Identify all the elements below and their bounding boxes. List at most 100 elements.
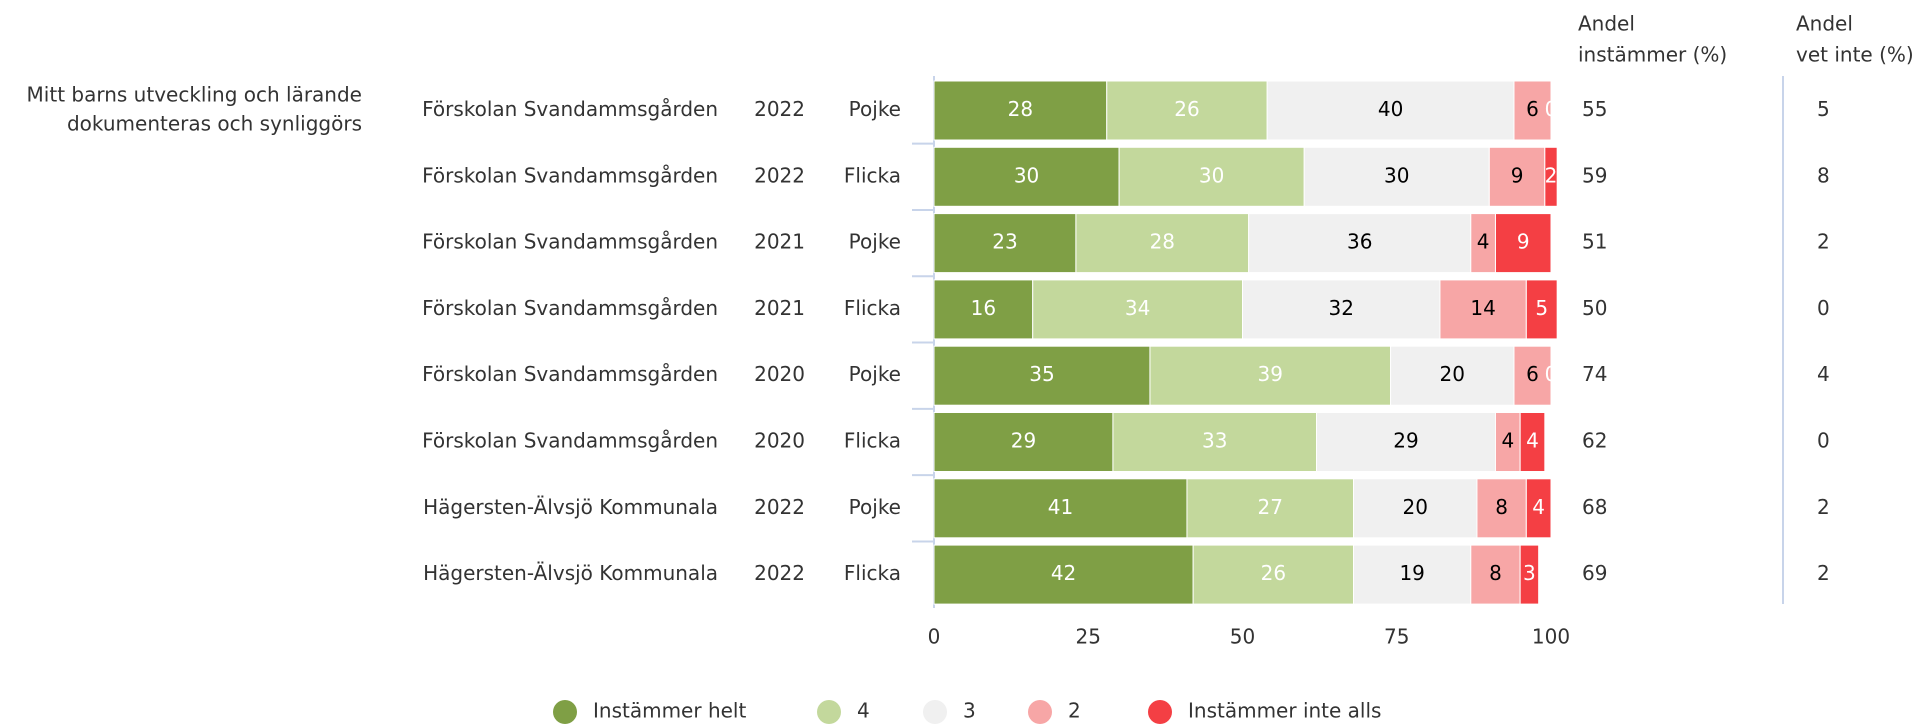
bar-segment [1390,345,1515,406]
category-label: Förskolan Svandammsgården [422,163,718,187]
bar-segment [1519,412,1546,472]
legend-label: 2 [1068,699,1081,723]
data-label: 39 [1258,362,1283,386]
column-title: Andel [1578,12,1635,36]
legend-label: Instämmer helt [593,699,746,723]
data-label: 26 [1174,97,1199,121]
column-value: 55 [1582,97,1607,121]
data-label: 19 [1399,561,1424,585]
gender-label: Flicka [844,296,901,320]
data-label: 8 [1495,495,1508,519]
column-value: 0 [1817,296,1830,320]
legend-label: 4 [857,699,870,723]
data-label: 35 [1029,362,1054,386]
data-label: 14 [1470,296,1495,320]
data-label: 30 [1384,163,1409,187]
year-label: 2022 [754,561,805,585]
bar-segment [1106,80,1268,141]
bar-segment [1525,478,1552,539]
column-value: 2 [1817,495,1830,519]
gender-label: Flicka [844,561,901,585]
column-value: 0 [1817,429,1830,453]
data-label: 0 [1545,362,1558,386]
legend-marker [553,700,577,724]
gender-label: Pojke [849,495,901,519]
data-label: 20 [1440,362,1465,386]
bar-segment [933,412,1114,472]
category-label: Förskolan Svandammsgården [422,97,718,121]
legend-label: Instämmer inte alls [1188,699,1381,723]
data-label: 4 [1477,230,1490,254]
data-label: 33 [1202,429,1227,453]
data-label: 5 [1535,296,1548,320]
column-title: vet inte (%) [1796,43,1914,67]
bar-segment [1439,279,1527,340]
x-tick-label: 50 [1230,625,1255,649]
bar-segment [1316,412,1496,472]
bar-segment [1488,146,1546,207]
data-label: 34 [1125,296,1150,320]
category-label: Förskolan Svandammsgården [422,230,718,254]
data-label: 4 [1532,495,1545,519]
column-value: 62 [1582,429,1607,453]
data-label: 28 [1008,97,1033,121]
bar-segment [1525,279,1558,340]
bar-segment [1494,412,1521,472]
bar-segment [933,213,1077,274]
bar-segment [933,544,1194,605]
year-label: 2022 [754,163,805,187]
column-title: instämmer (%) [1578,43,1727,67]
x-tick-label: 0 [928,625,941,649]
group-label: Mitt barns utveckling och lärande [27,83,362,107]
column-value: 5 [1817,97,1830,121]
data-label: 2 [1545,163,1558,187]
data-label: 0 [1545,97,1558,121]
data-label: 9 [1517,230,1530,254]
gender-label: Flicka [844,163,901,187]
year-label: 2022 [754,97,805,121]
group-label: dokumenteras och synliggörs [67,112,362,136]
bar-segment [933,146,1120,207]
bar-segment [1353,544,1472,605]
column-value: 68 [1582,495,1607,519]
gender-label: Flicka [844,429,901,453]
bar-segment [1248,213,1472,274]
bar-segment [1186,478,1355,539]
bar-segment [1118,146,1305,207]
bar-segment [933,279,1034,340]
data-label: 36 [1347,230,1372,254]
bar-segment [1353,478,1478,539]
data-label: 23 [992,230,1017,254]
bar-segment [1266,80,1515,141]
column-value: 8 [1817,163,1830,187]
data-label: 42 [1051,561,1076,585]
column-value: 59 [1582,163,1607,187]
x-tick-label: 25 [1076,625,1101,649]
bar-segment [1494,213,1552,274]
bar-segment [1544,146,1558,207]
data-label: 16 [971,296,996,320]
column-title: Andel [1796,12,1853,36]
legend-label: 3 [963,699,976,723]
data-label: 30 [1199,163,1224,187]
column-value: 4 [1817,362,1830,386]
category-label: Hägersten-Älvsjö Kommunala [423,561,718,585]
gender-label: Pojke [849,362,901,386]
column-value: 51 [1582,230,1607,254]
bar-segment [1519,544,1540,605]
x-tick-label: 100 [1532,625,1570,649]
year-label: 2021 [754,230,805,254]
category-label: Förskolan Svandammsgården [422,429,718,453]
column-value: 50 [1582,296,1607,320]
year-label: 2020 [754,429,805,453]
column-value: 69 [1582,561,1607,585]
data-label: 26 [1261,561,1286,585]
bar-segment [1242,279,1441,340]
year-label: 2022 [754,495,805,519]
bar-segment [1112,412,1318,472]
bar-segment [1513,80,1552,141]
bar-segment [933,80,1108,141]
data-label: 32 [1328,296,1353,320]
data-label: 29 [1393,429,1418,453]
